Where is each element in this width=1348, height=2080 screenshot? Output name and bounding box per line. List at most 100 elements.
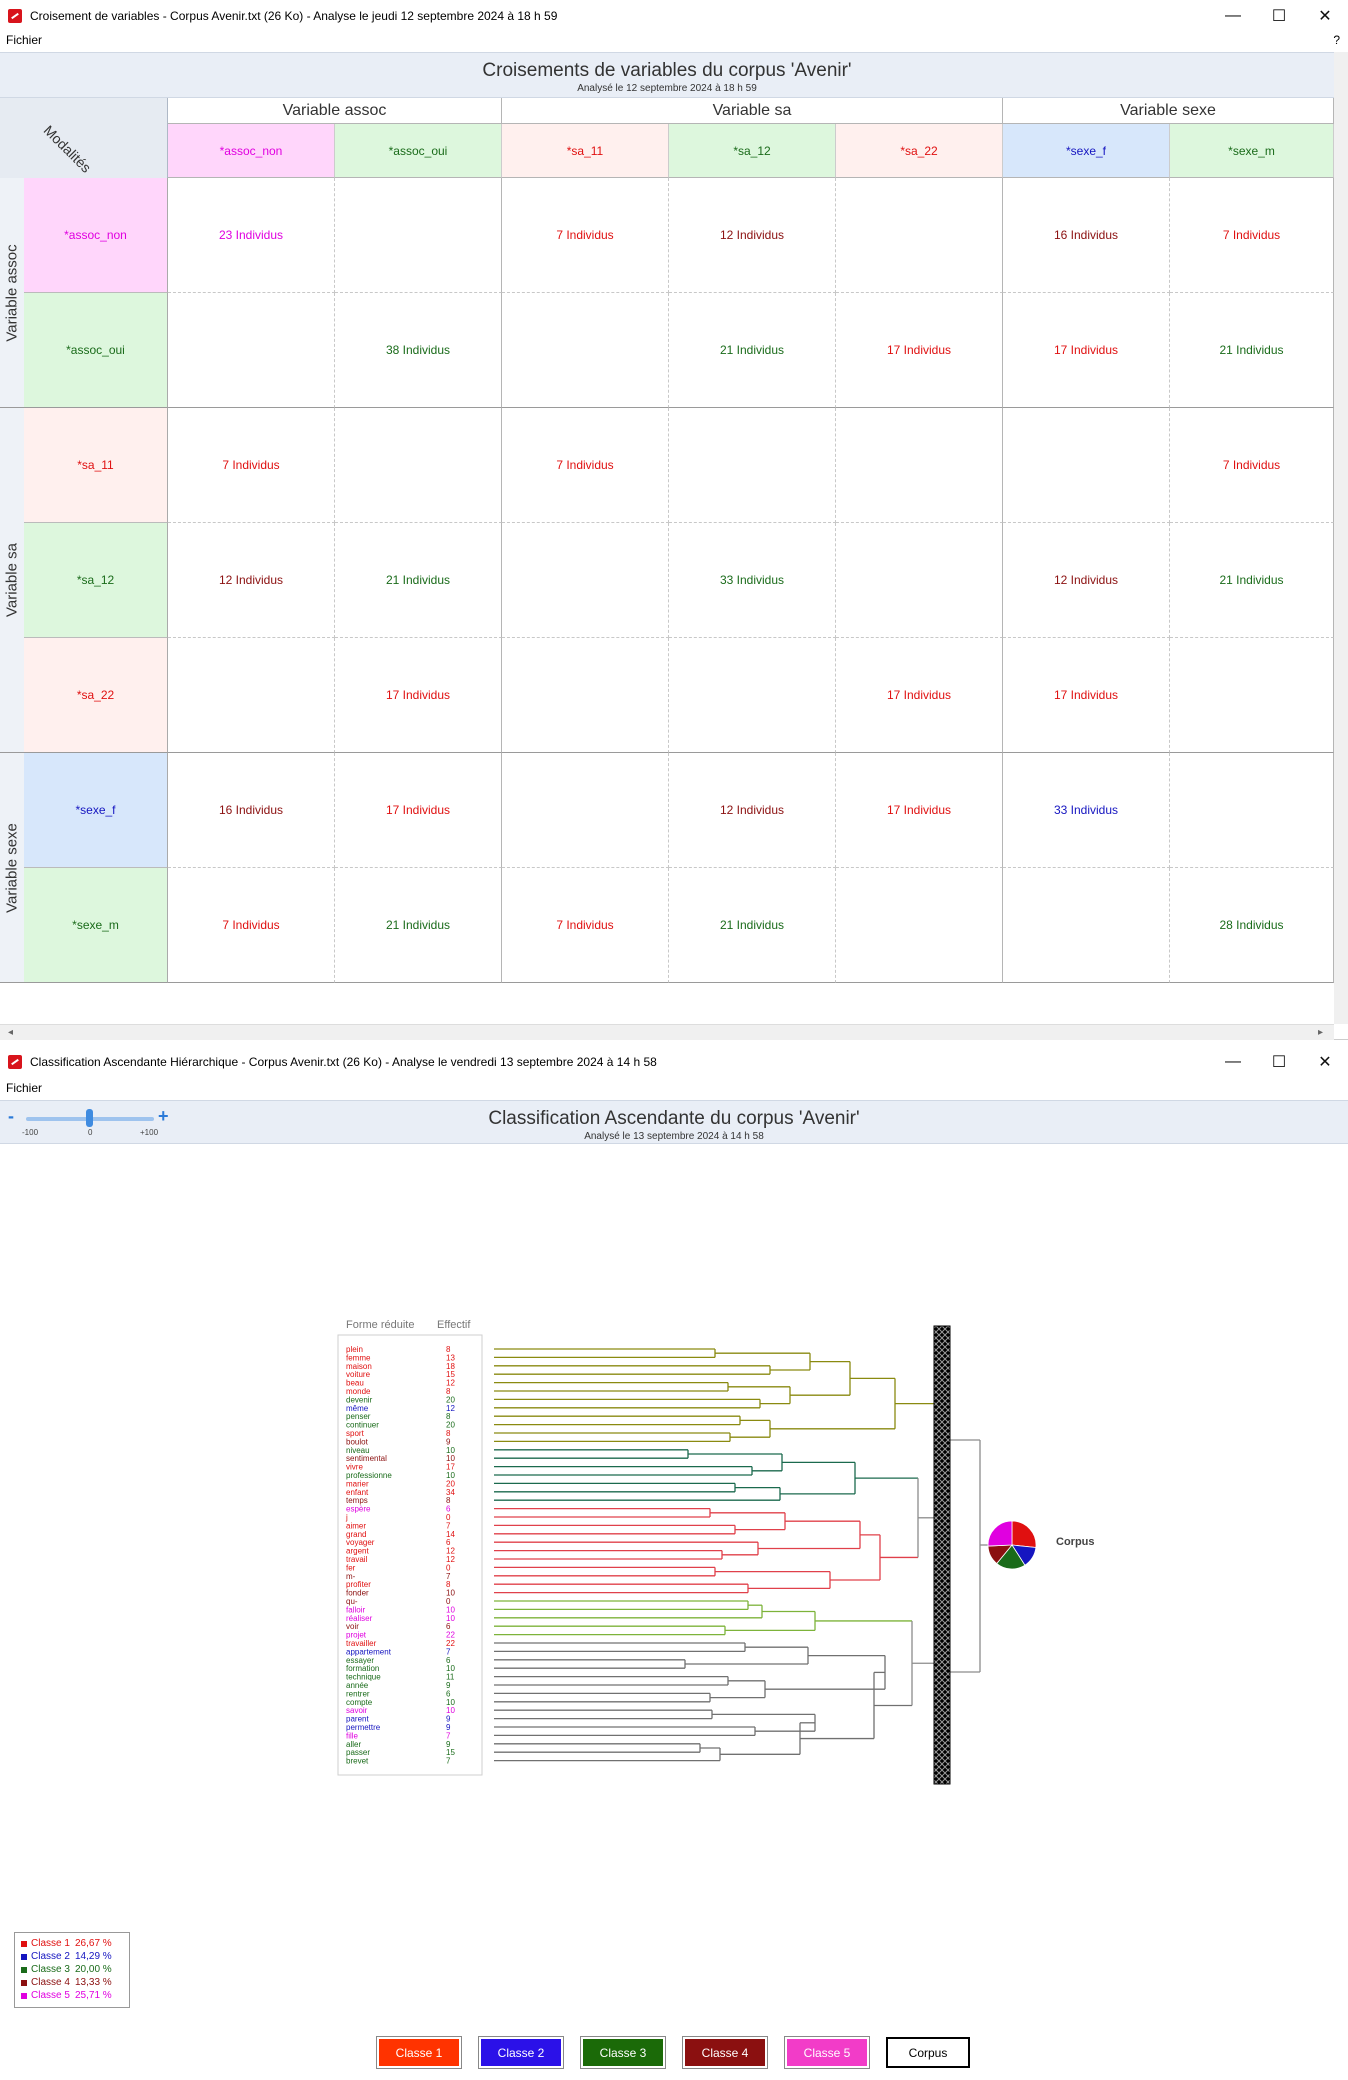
word-label[interactable]: m-: [346, 1572, 356, 1581]
crosstab-cell[interactable]: 21 Individus: [1170, 523, 1334, 638]
class-2-button[interactable]: Classe 2: [479, 2037, 563, 2068]
crosstab-cell[interactable]: 12 Individus: [1003, 523, 1170, 638]
word-label[interactable]: sentimental: [346, 1454, 387, 1463]
crosstab-cell[interactable]: 12 Individus: [669, 753, 836, 868]
crosstab-cell[interactable]: [168, 293, 335, 408]
crosstab-cell[interactable]: 12 Individus: [669, 178, 836, 293]
title-bar[interactable]: Croisement de variables - Corpus Avenir.…: [0, 0, 1348, 32]
word-label[interactable]: continuer: [346, 1421, 379, 1430]
crosstab-cell[interactable]: [502, 293, 669, 408]
column-header[interactable]: *sa_22: [836, 124, 1003, 178]
crosstab-cell[interactable]: [1170, 753, 1334, 868]
zoom-slider-thumb[interactable]: [86, 1109, 93, 1127]
crosstab-cell[interactable]: 7 Individus: [502, 408, 669, 523]
crosstab-cell[interactable]: [669, 408, 836, 523]
word-label[interactable]: compte: [346, 1698, 373, 1707]
word-label[interactable]: vivre: [346, 1463, 363, 1472]
class-1-button[interactable]: Classe 1: [377, 2037, 461, 2068]
row-header[interactable]: *sa_12: [24, 523, 168, 638]
word-label[interactable]: plein: [346, 1345, 363, 1354]
crosstab-cell[interactable]: [836, 178, 1003, 293]
word-label[interactable]: savoir: [346, 1706, 368, 1715]
close-button[interactable]: ✕: [1318, 8, 1332, 25]
word-label[interactable]: rentrer: [346, 1689, 370, 1698]
menu-fichier[interactable]: Fichier: [6, 33, 43, 47]
scroll-left-icon[interactable]: ◂: [8, 1027, 14, 1038]
maximize-button[interactable]: ☐: [1271, 1054, 1287, 1071]
word-label[interactable]: profiter: [346, 1580, 371, 1589]
pie-slice[interactable]: [1011, 1520, 1037, 1548]
word-label[interactable]: beau: [346, 1379, 364, 1388]
zoom-in-button[interactable]: +: [158, 1106, 169, 1126]
crosstab-cell[interactable]: 7 Individus: [168, 868, 335, 983]
class-5-button[interactable]: Classe 5: [785, 2037, 869, 2068]
word-label[interactable]: brevet: [346, 1757, 369, 1766]
crosstab-cell[interactable]: [1003, 408, 1170, 523]
crosstab-cell[interactable]: 33 Individus: [669, 523, 836, 638]
crosstab-cell[interactable]: 23 Individus: [168, 178, 335, 293]
crosstab-cell[interactable]: 21 Individus: [335, 868, 502, 983]
word-label[interactable]: grand: [346, 1530, 366, 1539]
word-label[interactable]: voiture: [346, 1370, 371, 1379]
column-header[interactable]: *sexe_f: [1003, 124, 1170, 178]
word-label[interactable]: même: [346, 1404, 369, 1413]
minimize-button[interactable]: —: [1225, 1053, 1241, 1070]
column-header[interactable]: *assoc_non: [168, 124, 335, 178]
column-header[interactable]: *sa_12: [669, 124, 836, 178]
crosstab-cell[interactable]: [669, 638, 836, 753]
row-header[interactable]: *sexe_m: [24, 868, 168, 983]
crosstab-cell[interactable]: 7 Individus: [502, 178, 669, 293]
corpus-pie-chart[interactable]: [987, 1520, 1037, 1570]
crosstab-cell[interactable]: 17 Individus: [1003, 638, 1170, 753]
horizontal-scrollbar[interactable]: ◂ ▸: [0, 1024, 1334, 1040]
crosstab-cell[interactable]: 21 Individus: [1170, 293, 1334, 408]
word-label[interactable]: technique: [346, 1673, 381, 1682]
row-header[interactable]: *sa_22: [24, 638, 168, 753]
word-label[interactable]: qu-: [346, 1597, 358, 1606]
word-label[interactable]: voir: [346, 1622, 359, 1631]
word-label[interactable]: année: [346, 1681, 369, 1690]
word-label[interactable]: passer: [346, 1748, 370, 1757]
help-menu[interactable]: ?: [1333, 33, 1340, 47]
word-label[interactable]: j: [345, 1513, 348, 1522]
word-label[interactable]: formation: [346, 1664, 379, 1673]
row-header[interactable]: *assoc_oui: [24, 293, 168, 408]
crosstab-cell[interactable]: [168, 638, 335, 753]
word-label[interactable]: marier: [346, 1479, 369, 1488]
crosstab-cell[interactable]: 28 Individus: [1170, 868, 1334, 983]
class-4-button[interactable]: Classe 4: [683, 2037, 767, 2068]
word-label[interactable]: fer: [346, 1563, 356, 1572]
crosstab-cell[interactable]: 21 Individus: [335, 523, 502, 638]
word-label[interactable]: niveau: [346, 1446, 370, 1455]
crosstab-cell[interactable]: [502, 523, 669, 638]
word-label[interactable]: boulot: [346, 1437, 369, 1446]
word-label[interactable]: aller: [346, 1740, 361, 1749]
crosstab-cell[interactable]: [836, 868, 1003, 983]
vertical-scrollbar[interactable]: [1334, 52, 1348, 1024]
crosstab-cell[interactable]: [836, 408, 1003, 523]
word-label[interactable]: falloir: [346, 1605, 365, 1614]
crosstab-cell[interactable]: 17 Individus: [1003, 293, 1170, 408]
menu-fichier[interactable]: Fichier: [6, 1081, 43, 1095]
crosstab-cell[interactable]: 7 Individus: [1170, 178, 1334, 293]
word-label[interactable]: sport: [346, 1429, 365, 1438]
scroll-right-icon[interactable]: ▸: [1318, 1027, 1324, 1038]
crosstab-cell[interactable]: 21 Individus: [669, 868, 836, 983]
word-label[interactable]: voyager: [346, 1538, 375, 1547]
crosstab-cell[interactable]: 17 Individus: [335, 638, 502, 753]
word-label[interactable]: temps: [346, 1496, 368, 1505]
word-label[interactable]: monde: [346, 1387, 371, 1396]
crosstab-cell[interactable]: 17 Individus: [836, 638, 1003, 753]
word-label[interactable]: réaliser: [346, 1614, 373, 1623]
word-label[interactable]: fille: [346, 1731, 359, 1740]
crosstab-cell[interactable]: [335, 408, 502, 523]
maximize-button[interactable]: ☐: [1271, 8, 1287, 25]
column-header[interactable]: *sa_11: [502, 124, 669, 178]
crosstab-cell[interactable]: [836, 523, 1003, 638]
pie-slice[interactable]: [987, 1520, 1013, 1547]
crosstab-cell[interactable]: 17 Individus: [836, 293, 1003, 408]
crosstab-cell[interactable]: 33 Individus: [1003, 753, 1170, 868]
word-label[interactable]: essayer: [346, 1656, 374, 1665]
word-label[interactable]: permettre: [346, 1723, 381, 1732]
crosstab-cell[interactable]: 38 Individus: [335, 293, 502, 408]
